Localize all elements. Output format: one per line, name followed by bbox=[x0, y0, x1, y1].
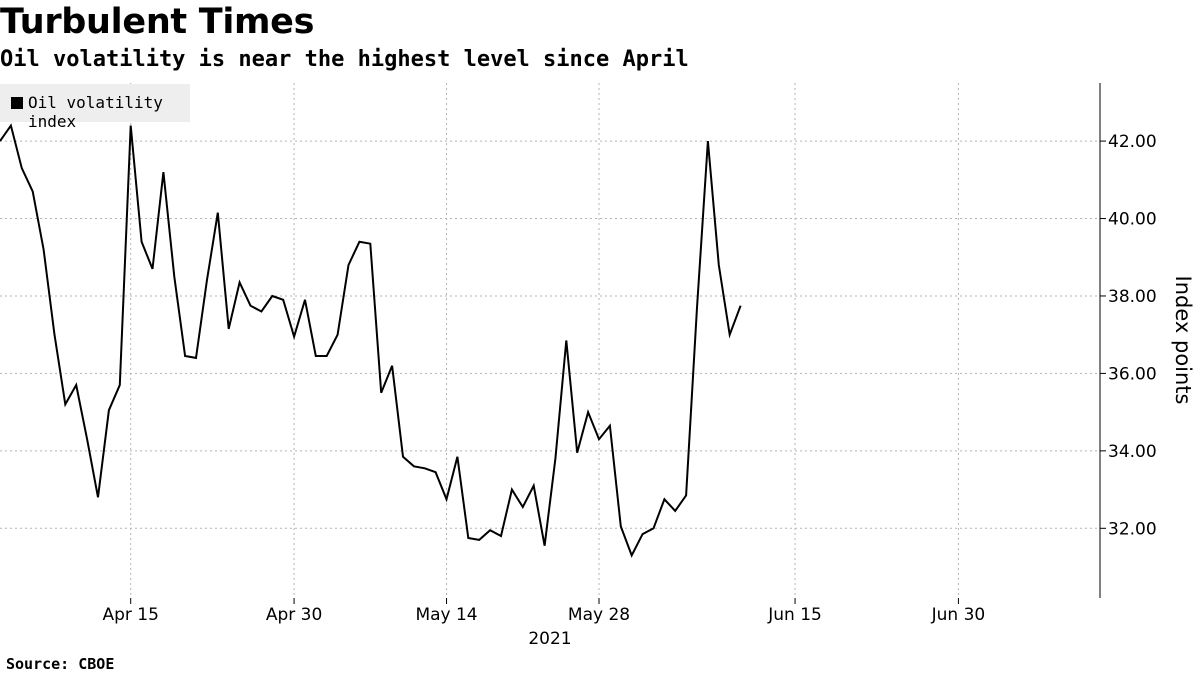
x-tick-label: Apr 15 bbox=[102, 605, 158, 625]
y-tick-label: 42.00 bbox=[1108, 132, 1157, 152]
x-tick-label: May 14 bbox=[415, 605, 477, 625]
x-tick-label: Apr 30 bbox=[266, 605, 322, 625]
series-layer bbox=[0, 123, 742, 558]
legend-swatch bbox=[11, 97, 23, 109]
y-axis-title: Index points bbox=[1171, 276, 1195, 405]
source-note: Source: CBOE bbox=[6, 655, 115, 673]
legend-label: Oil volatility index bbox=[28, 93, 163, 131]
x-tick-label: Jun 30 bbox=[931, 605, 986, 625]
x-axis-year-label: 2021 bbox=[528, 629, 571, 649]
x-axis-ticks: Apr 15 Apr 30 May 14 May 28 Jun 15 Jun 30 bbox=[102, 598, 985, 625]
vertical-gridlines bbox=[130, 83, 959, 598]
horizontal-gridlines bbox=[0, 140, 1100, 529]
y-axis-ticks: 32.00 34.00 36.00 38.00 40.00 42.00 bbox=[1100, 132, 1157, 539]
y-tick-label: 32.00 bbox=[1108, 519, 1157, 539]
legend: Oil volatility index bbox=[0, 84, 190, 131]
series-line-oil-volatility-index bbox=[0, 123, 742, 558]
x-tick-label: May 28 bbox=[568, 605, 630, 625]
y-tick-label: 34.00 bbox=[1108, 442, 1157, 462]
y-tick-label: 40.00 bbox=[1108, 210, 1157, 230]
x-tick-label: Jun 15 bbox=[767, 605, 822, 625]
chart-subtitle: Oil volatility is near the highest level… bbox=[0, 47, 689, 72]
y-tick-label: 38.00 bbox=[1108, 287, 1157, 307]
chart-title: Turbulent Times bbox=[0, 2, 315, 42]
y-tick-label: 36.00 bbox=[1108, 364, 1157, 384]
